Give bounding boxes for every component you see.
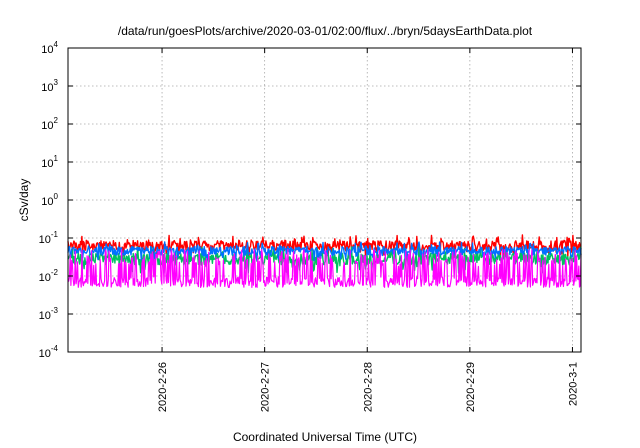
y-tick-exponent: 3 (54, 78, 59, 87)
series-line (67, 241, 582, 262)
y-tick-label: 10-1 (39, 230, 59, 246)
y-tick-base: 10 (39, 348, 51, 360)
y-axis-label: cSv/day (17, 179, 31, 222)
y-tick-exponent: -4 (51, 344, 59, 353)
y-tick-base: 10 (39, 234, 51, 246)
x-tick-label: 2020-3-1 (567, 362, 579, 406)
x-tick-label: 2020-2-28 (362, 362, 374, 412)
y-tick-base: 10 (41, 158, 53, 170)
y-tick-label: 10-3 (39, 306, 59, 322)
x-tick-label: 2020-2-29 (465, 362, 477, 412)
y-tick-exponent: -3 (51, 306, 59, 315)
y-tick-base: 10 (39, 310, 51, 322)
grid (68, 47, 581, 353)
y-tick-label: 10-2 (39, 268, 59, 284)
y-tick-label: 104 (41, 40, 58, 56)
y-tick-base: 10 (41, 82, 53, 94)
y-tick-exponent: -1 (51, 230, 59, 239)
y-tick-label: 100 (41, 192, 58, 208)
y-tick-exponent: 2 (54, 116, 59, 125)
y-tick-base: 10 (41, 44, 53, 56)
y-tick-base: 10 (41, 196, 53, 208)
x-axis-label: Coordinated Universal Time (UTC) (233, 430, 417, 444)
y-tick-exponent: 0 (54, 192, 59, 201)
y-tick-exponent: 4 (54, 40, 59, 49)
y-tick-label: 10-4 (39, 344, 59, 360)
x-tick-label: 2020-2-27 (260, 362, 272, 412)
series-line (67, 248, 582, 288)
axis-ticks: 10-410-310-210-11001011021031042020-2-26… (39, 40, 581, 412)
y-tick-label: 102 (41, 116, 58, 132)
y-tick-exponent: -2 (51, 268, 59, 277)
series-layer (67, 234, 582, 288)
chart-title: /data/run/goesPlots/archive/2020-03-01/0… (118, 24, 533, 38)
x-tick-label: 2020-2-26 (157, 362, 169, 412)
y-tick-base: 10 (39, 272, 51, 284)
y-tick-exponent: 1 (54, 154, 59, 163)
y-tick-label: 103 (41, 78, 58, 94)
y-tick-base: 10 (41, 120, 53, 132)
y-tick-label: 101 (41, 154, 58, 170)
